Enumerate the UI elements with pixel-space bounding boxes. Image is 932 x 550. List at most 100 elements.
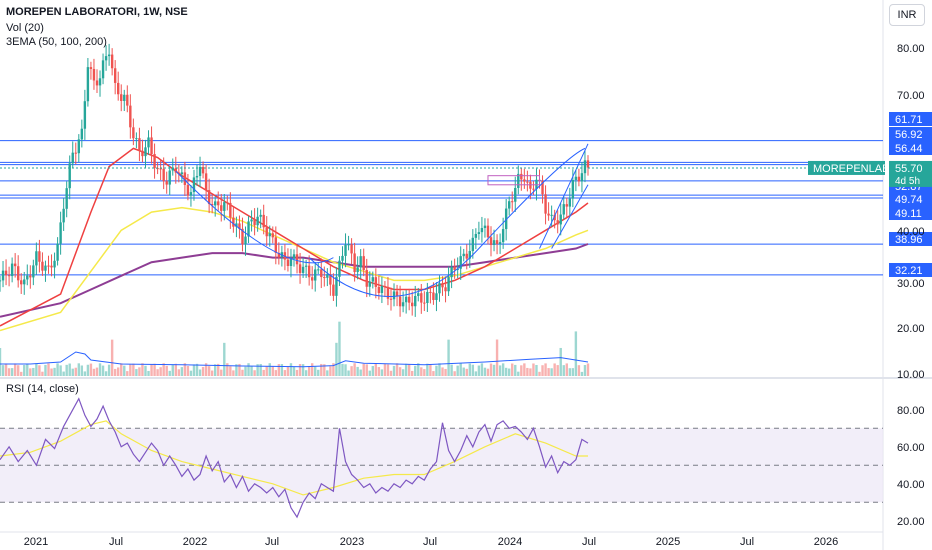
symbol-title[interactable]: MOREPEN LABORATORI, 1W, NSE [6,6,188,18]
volume-bar [280,364,284,376]
candle-body [53,260,56,268]
volume-bar [74,367,77,376]
volume-bar [304,370,308,376]
volume-bar [192,364,196,376]
volume-bar [310,363,314,376]
level-price-tag-label: 61.71 [895,114,923,126]
volume-bar [329,366,332,376]
volume-bar [423,369,426,376]
volume-bar [156,369,159,376]
candle-body [417,293,420,296]
channel-upper [539,143,589,249]
volume-bar [438,363,441,376]
volume-bar [77,363,81,376]
last-price-countdown: 4d 5h [895,176,920,187]
volume-bar [198,369,202,376]
volume-bar [347,370,350,376]
volume-bar [374,363,378,376]
ema-indicator-label[interactable]: 3EMA (50, 100, 200) [6,36,107,48]
rsi-line [0,397,589,519]
volume-bar [398,367,402,376]
candle-body [411,302,414,307]
candle-body [420,293,423,303]
candle-body [398,296,402,307]
volume-bar [320,363,323,376]
candle-body [507,201,511,209]
rsi-axis-tick: 60.00 [897,442,925,454]
volume-bar [259,364,262,376]
candle-body [198,167,202,176]
volume-bar [38,365,41,376]
volume-bar [126,371,129,376]
volume-bar [507,368,511,376]
candle-body [68,163,71,189]
volume-bar [577,365,581,376]
candle-body [471,237,475,251]
volume-bar [456,365,459,376]
candle-body [62,208,65,223]
candle-body [544,194,547,214]
volume-bar [195,363,199,376]
candle-body [71,152,74,164]
volume-bar [498,365,502,376]
volume-bar [450,364,453,376]
cup-curve [308,147,586,297]
candle-body [462,253,465,257]
time-axis-label: 2023 [340,536,364,548]
volume-bar [526,367,529,376]
volume-bar [201,366,205,376]
candle-body [344,244,347,256]
candle-body [501,229,505,243]
candle-body [541,180,544,195]
volume-bar [453,371,456,376]
volume-bar [0,348,2,376]
candle-body [526,181,529,183]
time-axis-label: Jul [740,536,754,548]
volume-bar [556,365,559,376]
candle-body [141,150,144,157]
candle-body [201,167,205,174]
volume-bar [571,368,575,376]
candle-body [556,220,559,225]
candle-body [374,277,378,287]
level-price-tag-label: 56.92 [895,129,923,141]
candle-body [174,168,177,173]
volume-bar [314,366,317,376]
volume-bar [307,366,311,376]
volume-bar [268,363,271,376]
volume-bar [162,363,165,376]
rsi-axis-tick: 20.00 [897,516,925,528]
candle-body [580,173,584,182]
candle-body [47,265,50,267]
rsi-ma-line [0,420,588,496]
volume-bar [29,368,32,376]
time-axis-label: 2025 [656,536,680,548]
rsi-indicator-label[interactable]: RSI (14, close) [6,383,79,395]
candle-body [456,268,459,270]
candle-body [232,217,235,227]
candle-body [583,160,587,174]
candle-body [532,188,535,190]
volume-bar [383,363,387,376]
candle-body [477,232,481,235]
volume-bar [20,371,23,376]
candle-body [286,259,290,267]
volume-bar [562,365,565,376]
volume-bar [389,370,393,376]
volume-bar [159,367,162,376]
volume-bar [89,363,93,376]
volume-indicator-label[interactable]: Vol (20) [6,22,44,34]
candle-body [80,128,84,140]
volume-bar [110,339,114,376]
candle-body [423,302,426,304]
candle-body [26,275,29,280]
volume-bar [244,366,247,376]
candle-body [207,190,211,205]
currency-button[interactable]: INR [889,4,925,26]
candle-body [65,188,68,209]
candle-body [453,266,456,270]
volume-bar [150,364,153,376]
candle-body [523,179,526,182]
candle-body [220,205,223,211]
